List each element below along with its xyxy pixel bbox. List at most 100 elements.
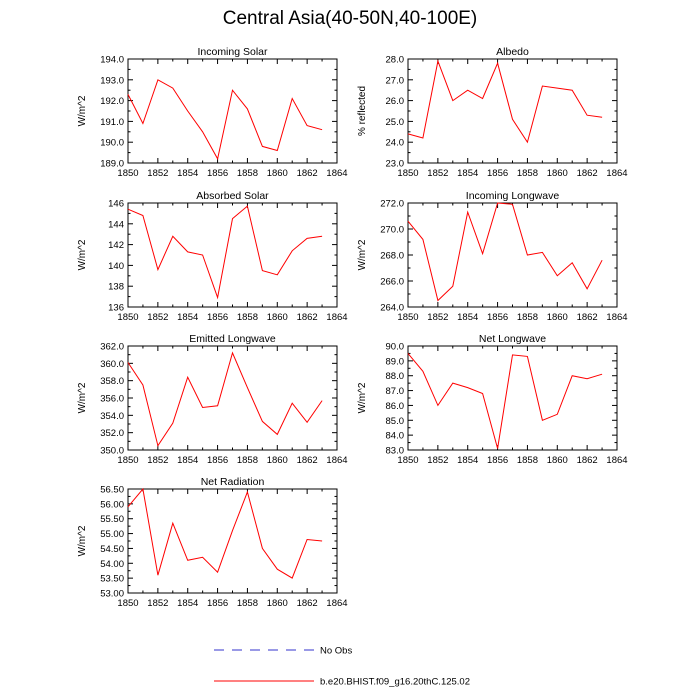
y-tick-label: 352.0 xyxy=(100,428,124,439)
y-tick-label: 54.00 xyxy=(100,559,124,570)
panel-title: Emitted Longwave xyxy=(189,333,276,345)
series-line xyxy=(407,202,603,302)
x-tick-label: 1852 xyxy=(147,455,168,466)
y-tick-label: 356.0 xyxy=(100,394,124,405)
x-tick-label: 1864 xyxy=(606,455,627,466)
legend: No Obs b.e20.BHIST.f09_g16.20thC.125.02 xyxy=(214,646,470,688)
panel-title: Absorbed Solar xyxy=(196,190,269,202)
y-tick-label: 362.0 xyxy=(100,342,124,353)
x-tick-label: 1858 xyxy=(517,312,538,323)
chart-panel-1: Incoming Solar 1850 1852 1854 1856 1858 1860 18… xyxy=(77,46,348,179)
y-tick-label: 87.0 xyxy=(386,386,405,397)
x-tick-label: 1850 xyxy=(397,312,418,323)
x-tick-label: 1850 xyxy=(397,168,418,179)
y-tick-label: 90.0 xyxy=(386,342,405,353)
x-tick-label: 1852 xyxy=(427,455,448,466)
x-tick-label: 1852 xyxy=(147,598,168,609)
y-axis-label: W/m^2 xyxy=(77,239,88,270)
x-tick-label: 1850 xyxy=(397,455,418,466)
x-tick-label: 1858 xyxy=(517,455,538,466)
y-tick-label: 350.0 xyxy=(100,446,124,457)
y-tick-label: 56.00 xyxy=(100,499,124,510)
plot-frame xyxy=(407,202,618,308)
y-tick-label: 54.50 xyxy=(100,544,124,555)
series-line xyxy=(127,79,323,161)
plot-frame xyxy=(127,58,338,164)
y-tick-label: 84.0 xyxy=(386,431,405,442)
series-line xyxy=(127,205,323,300)
x-tick-label: 1856 xyxy=(487,455,508,466)
x-tick-label: 1862 xyxy=(297,455,318,466)
x-tick-label: 1852 xyxy=(147,168,168,179)
series-line xyxy=(407,353,603,449)
y-tick-label: 354.0 xyxy=(100,411,124,422)
y-tick-label: 88.0 xyxy=(386,371,405,382)
x-tick-label: 1860 xyxy=(547,455,568,466)
y-axis-label: W/m^2 xyxy=(357,382,368,413)
page-title: Central Asia(40-50N,40-100E) xyxy=(222,8,478,29)
x-tick-label: 1862 xyxy=(297,168,318,179)
y-axis-label: % reflected xyxy=(357,86,368,136)
y-tick-label: 24.0 xyxy=(386,138,405,149)
chart-panel-6: Net Longwave 1850 1852 1854 1856 1858 1860 1862… xyxy=(357,333,628,466)
legend-model-label: b.e20.BHIST.f09_g16.20thC.125.02 xyxy=(320,677,470,688)
x-tick-label: 1862 xyxy=(297,312,318,323)
x-tick-label: 1854 xyxy=(457,312,478,323)
plot-frame xyxy=(127,488,338,594)
x-tick-label: 1862 xyxy=(577,312,598,323)
x-tick-label: 1852 xyxy=(427,168,448,179)
y-tick-label: 192.0 xyxy=(100,96,124,107)
x-tick-label: 1850 xyxy=(117,598,138,609)
x-tick-label: 1854 xyxy=(457,168,478,179)
y-tick-label: 27.0 xyxy=(386,75,405,86)
x-tick-label: 1858 xyxy=(237,312,258,323)
x-tick-label: 1852 xyxy=(427,312,448,323)
series-line xyxy=(127,351,323,447)
y-axis-label: W/m^2 xyxy=(77,382,88,413)
y-tick-label: 26.0 xyxy=(386,96,405,107)
y-tick-label: 189.0 xyxy=(100,159,124,170)
panel-title: Net Longwave xyxy=(479,333,546,345)
x-tick-label: 1856 xyxy=(487,312,508,323)
panel-title: Incoming Longwave xyxy=(466,190,560,202)
y-tick-label: 25.0 xyxy=(386,117,405,128)
x-tick-label: 1862 xyxy=(297,598,318,609)
x-tick-label: 1864 xyxy=(606,312,627,323)
x-tick-label: 1864 xyxy=(326,168,347,179)
panel-title: Albedo xyxy=(496,46,529,58)
series-line xyxy=(127,487,323,579)
x-tick-label: 1864 xyxy=(326,312,347,323)
x-tick-label: 1864 xyxy=(326,598,347,609)
y-tick-label: 270.0 xyxy=(380,225,404,236)
y-tick-label: 190.0 xyxy=(100,138,124,149)
x-tick-label: 1864 xyxy=(326,455,347,466)
x-tick-label: 1856 xyxy=(207,598,228,609)
x-tick-label: 1858 xyxy=(237,598,258,609)
y-axis-label: W/m^2 xyxy=(357,239,368,270)
x-tick-label: 1862 xyxy=(577,168,598,179)
y-tick-label: 272.0 xyxy=(380,199,404,210)
y-axis-label: W/m^2 xyxy=(77,525,88,556)
chart-panel-7: Net Radiation 1850 1852 1854 1856 1858 1860 186… xyxy=(77,476,348,609)
x-tick-label: 1858 xyxy=(517,168,538,179)
x-tick-label: 1860 xyxy=(267,598,288,609)
y-tick-label: 266.0 xyxy=(380,277,404,288)
x-tick-label: 1860 xyxy=(547,168,568,179)
x-tick-label: 1856 xyxy=(487,168,508,179)
y-tick-label: 138 xyxy=(108,282,124,293)
y-tick-label: 53.50 xyxy=(100,574,124,585)
y-tick-label: 142 xyxy=(108,240,124,251)
x-tick-label: 1858 xyxy=(237,168,258,179)
x-tick-label: 1854 xyxy=(177,598,198,609)
x-tick-label: 1850 xyxy=(117,455,138,466)
y-tick-label: 194.0 xyxy=(100,55,124,66)
chart-panel-5: Emitted Longwave 1850 1852 1854 1856 1858 1860… xyxy=(77,333,348,466)
x-tick-label: 1854 xyxy=(177,312,198,323)
x-tick-label: 1858 xyxy=(237,455,258,466)
chart-panel-3: Absorbed Solar 1850 1852 1854 1856 1858 1860 18… xyxy=(77,190,348,323)
y-tick-label: 146 xyxy=(108,199,124,210)
y-tick-label: 360.0 xyxy=(100,359,124,370)
y-axis-label: W/m^2 xyxy=(77,95,88,126)
x-tick-label: 1860 xyxy=(267,168,288,179)
